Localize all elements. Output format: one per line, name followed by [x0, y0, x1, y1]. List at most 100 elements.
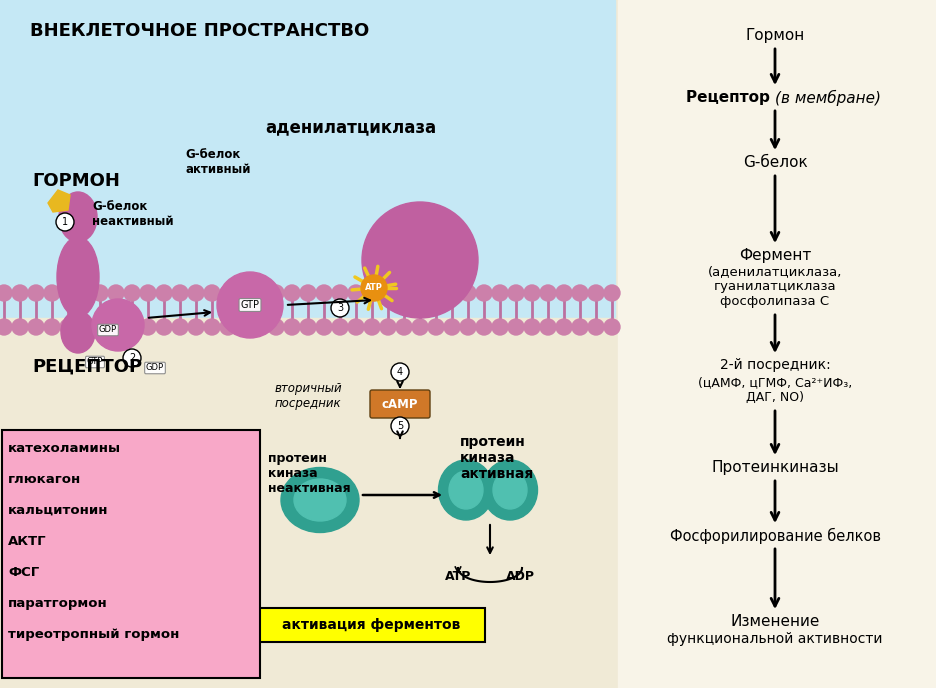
Ellipse shape — [438, 460, 493, 520]
Text: GDP: GDP — [99, 325, 117, 334]
Text: тиреотропный гормон: тиреотропный гормон — [8, 628, 180, 641]
Text: GTP: GTP — [87, 358, 103, 367]
Circle shape — [316, 319, 332, 335]
Circle shape — [460, 285, 476, 301]
Circle shape — [572, 285, 588, 301]
Text: гуанилатциклаза: гуанилатциклаза — [713, 280, 836, 293]
Text: аденилатциклаза: аденилатциклаза — [265, 118, 436, 136]
Circle shape — [508, 285, 524, 301]
Text: фосфолипаза С: фосфолипаза С — [721, 295, 829, 308]
Circle shape — [172, 285, 188, 301]
Text: GTP: GTP — [241, 300, 259, 310]
Circle shape — [60, 319, 76, 335]
Circle shape — [123, 349, 141, 367]
Circle shape — [412, 285, 428, 301]
Circle shape — [76, 319, 92, 335]
Text: РЕЦЕПТОР: РЕЦЕПТОР — [32, 358, 142, 376]
Circle shape — [284, 319, 300, 335]
Circle shape — [268, 319, 284, 335]
Circle shape — [540, 285, 556, 301]
Circle shape — [492, 285, 508, 301]
Text: ФСГ: ФСГ — [8, 566, 39, 579]
Circle shape — [60, 285, 76, 301]
Circle shape — [220, 319, 236, 335]
Text: Протеинкиназы: Протеинкиназы — [711, 460, 839, 475]
Circle shape — [252, 319, 268, 335]
Circle shape — [44, 285, 60, 301]
Circle shape — [12, 285, 28, 301]
Circle shape — [124, 319, 140, 335]
Text: кальцитонин: кальцитонин — [8, 504, 109, 517]
Circle shape — [92, 285, 108, 301]
Text: Фермент: Фермент — [739, 248, 812, 263]
Circle shape — [140, 319, 156, 335]
Circle shape — [556, 319, 572, 335]
Text: функциональной активности: функциональной активности — [667, 632, 883, 646]
FancyBboxPatch shape — [257, 608, 485, 642]
Circle shape — [217, 272, 283, 338]
Circle shape — [28, 285, 44, 301]
Circle shape — [284, 285, 300, 301]
Text: глюкагон: глюкагон — [8, 473, 81, 486]
Text: Рецептор: Рецептор — [686, 90, 775, 105]
Circle shape — [364, 285, 380, 301]
Bar — [0, 0, 615, 318]
Text: cAMP: cAMP — [382, 398, 418, 411]
Circle shape — [140, 285, 156, 301]
Circle shape — [56, 213, 74, 231]
Polygon shape — [48, 190, 70, 212]
Ellipse shape — [482, 460, 537, 520]
Text: ГОРМОН: ГОРМОН — [32, 172, 120, 190]
Text: (цАМФ, цГМФ, Ca²⁺ИФ₃,: (цАМФ, цГМФ, Ca²⁺ИФ₃, — [698, 376, 852, 389]
Text: протеин
киназа
неактивная: протеин киназа неактивная — [268, 452, 351, 495]
Circle shape — [380, 285, 396, 301]
Ellipse shape — [281, 468, 359, 533]
Circle shape — [391, 363, 409, 381]
Circle shape — [236, 285, 252, 301]
Text: ДАГ, NO): ДАГ, NO) — [746, 391, 804, 404]
Text: активация ферментов: активация ферментов — [282, 618, 461, 632]
Circle shape — [348, 319, 364, 335]
Text: ATP: ATP — [365, 283, 383, 292]
Text: G-белок: G-белок — [742, 155, 808, 170]
Text: Фосфорилирование белков: Фосфорилирование белков — [669, 528, 881, 544]
Circle shape — [524, 319, 540, 335]
Circle shape — [348, 285, 364, 301]
Text: 2-й посредник:: 2-й посредник: — [720, 358, 830, 372]
Circle shape — [572, 319, 588, 335]
Circle shape — [172, 319, 188, 335]
Text: 5: 5 — [397, 421, 403, 431]
Circle shape — [364, 319, 380, 335]
Circle shape — [220, 285, 236, 301]
Circle shape — [156, 319, 172, 335]
Circle shape — [204, 319, 220, 335]
Circle shape — [92, 319, 108, 335]
Text: GDP: GDP — [146, 363, 164, 372]
Circle shape — [444, 285, 460, 301]
Ellipse shape — [493, 471, 527, 509]
Circle shape — [476, 285, 492, 301]
Circle shape — [460, 319, 476, 335]
Circle shape — [362, 202, 478, 318]
Text: ВНЕКЛЕТОЧНОЕ ПРОСТРАНСТВО: ВНЕКЛЕТОЧНОЕ ПРОСТРАНСТВО — [30, 22, 370, 40]
Circle shape — [12, 319, 28, 335]
Circle shape — [588, 319, 604, 335]
Ellipse shape — [294, 479, 346, 521]
Circle shape — [492, 319, 508, 335]
Circle shape — [361, 275, 387, 301]
Text: паратгормон: паратгормон — [8, 597, 108, 610]
Circle shape — [108, 319, 124, 335]
Circle shape — [540, 319, 556, 335]
Text: G-белок
активный: G-белок активный — [185, 148, 251, 176]
Circle shape — [0, 285, 12, 301]
Circle shape — [108, 285, 124, 301]
Circle shape — [331, 299, 349, 317]
Circle shape — [380, 319, 396, 335]
Circle shape — [204, 285, 220, 301]
Circle shape — [524, 285, 540, 301]
Circle shape — [428, 319, 444, 335]
Circle shape — [188, 285, 204, 301]
Text: 2: 2 — [129, 353, 135, 363]
Circle shape — [412, 319, 428, 335]
Circle shape — [556, 285, 572, 301]
